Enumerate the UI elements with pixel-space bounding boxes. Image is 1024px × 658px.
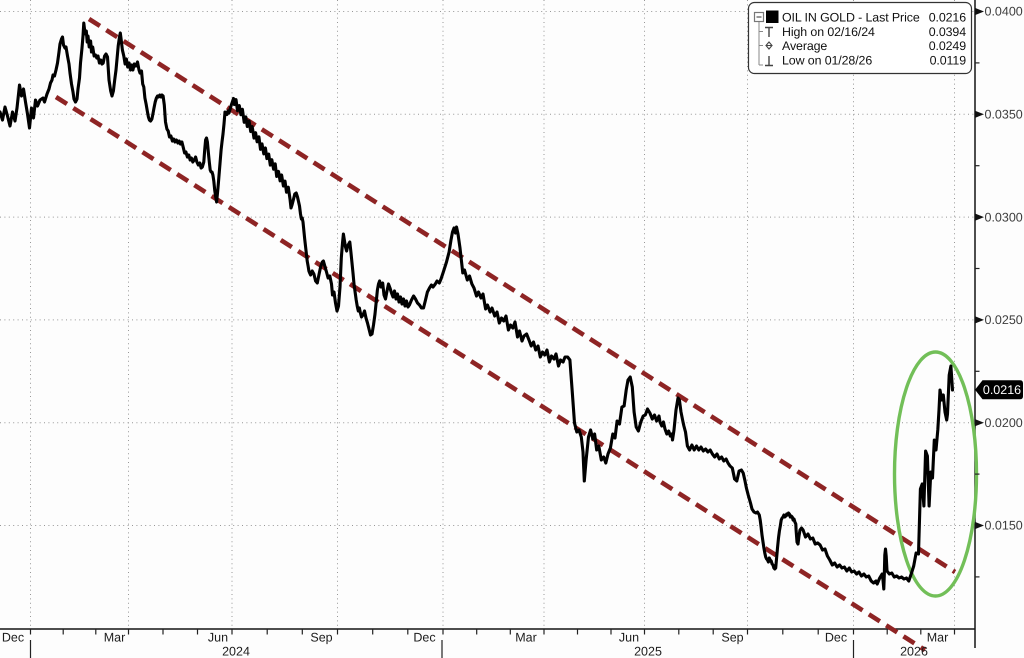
svg-text:0.0150: 0.0150 bbox=[985, 519, 1023, 533]
svg-text:Mar: Mar bbox=[104, 631, 126, 645]
svg-text:0.0394: 0.0394 bbox=[929, 25, 967, 39]
svg-text:Low on 01/28/26: Low on 01/28/26 bbox=[782, 54, 872, 68]
svg-text:Jun: Jun bbox=[208, 631, 228, 645]
svg-text:Sep: Sep bbox=[721, 631, 743, 645]
svg-text:0.0249: 0.0249 bbox=[929, 39, 967, 53]
svg-text:Mar: Mar bbox=[515, 631, 537, 645]
svg-text:2024: 2024 bbox=[222, 645, 250, 658]
svg-text:High on 02/16/24: High on 02/16/24 bbox=[782, 25, 875, 39]
svg-text:0.0300: 0.0300 bbox=[985, 210, 1023, 224]
svg-text:0.0350: 0.0350 bbox=[985, 108, 1023, 122]
svg-text:0.0216: 0.0216 bbox=[983, 383, 1021, 397]
svg-text:2025: 2025 bbox=[634, 645, 662, 658]
svg-text:Dec: Dec bbox=[825, 631, 847, 645]
svg-text:Sep: Sep bbox=[310, 631, 332, 645]
svg-text:0.0400: 0.0400 bbox=[985, 5, 1023, 19]
svg-text:OIL IN GOLD - Last Price: OIL IN GOLD - Last Price bbox=[782, 11, 920, 25]
svg-text:0.0200: 0.0200 bbox=[985, 416, 1023, 430]
svg-text:Dec: Dec bbox=[2, 631, 24, 645]
svg-text:Dec: Dec bbox=[413, 631, 435, 645]
svg-text:0.0119: 0.0119 bbox=[930, 54, 967, 68]
svg-text:0.0216: 0.0216 bbox=[929, 11, 967, 25]
svg-text:0.0250: 0.0250 bbox=[985, 313, 1023, 327]
svg-text:Mar: Mar bbox=[927, 631, 949, 645]
svg-text:Jun: Jun bbox=[619, 631, 639, 645]
svg-text:Average: Average bbox=[782, 39, 827, 53]
svg-text:2026: 2026 bbox=[900, 645, 928, 658]
